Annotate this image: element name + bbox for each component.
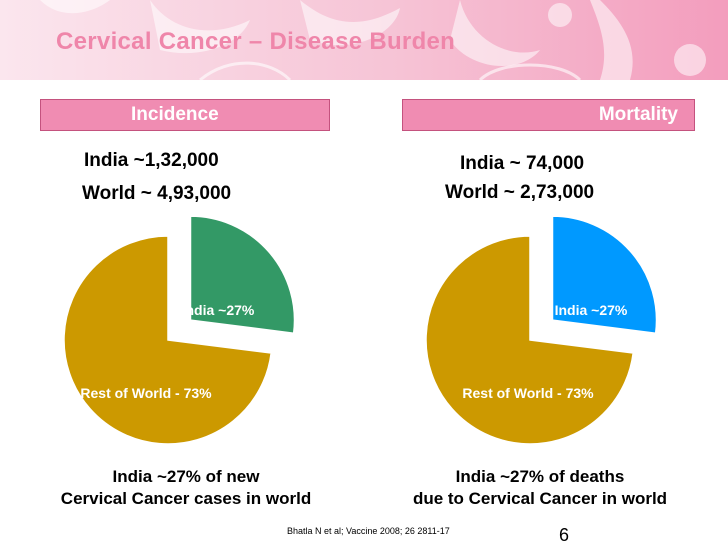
incidence-india-stat: India ~1,32,000	[84, 150, 219, 171]
mortality-caption-line2: due to Cervical Cancer in world	[412, 489, 668, 508]
mortality-world-stat: World ~ 2,73,000	[445, 182, 595, 203]
incidence-world-stat: World ~ 4,93,000	[82, 183, 232, 204]
pie-slice-india	[551, 215, 658, 335]
mortality-india-stat: India ~ 74,000	[460, 153, 585, 174]
pie-slice-india	[189, 215, 296, 335]
pie-slice-rest-of-world	[63, 235, 273, 445]
decorative-banner	[0, 0, 728, 80]
incidence-caption: India ~27% of new Cervical Cancer cases …	[36, 466, 336, 510]
incidence-header: Incidence	[40, 99, 330, 131]
india-slice-label: India ~27%	[182, 302, 255, 318]
mortality-caption-line1: India ~27% of deaths	[455, 467, 625, 486]
rest-of-world-slice-label: Rest of World - 73%	[80, 385, 212, 401]
india-slice-label: India ~27%	[555, 302, 628, 318]
mortality-caption: India ~27% of deaths due to Cervical Can…	[385, 466, 695, 510]
incidence-pie-chart: India ~27% Rest of World - 73%	[63, 215, 296, 445]
mortality-header: Mortality	[402, 99, 695, 131]
rest-of-world-slice-label: Rest of World - 73%	[462, 385, 594, 401]
citation: Bhatla N et al; Vaccine 2008; 26 2811-17	[287, 526, 450, 536]
incidence-caption-line2: Cervical Cancer cases in world	[60, 489, 312, 508]
pie-slice-rest-of-world	[425, 235, 635, 445]
page-number: 6	[559, 525, 570, 545]
mortality-pie-chart: India ~27% Rest of World - 73%	[425, 215, 658, 445]
slide-title: Cervical Cancer – Disease Burden	[56, 28, 456, 55]
incidence-caption-line1: India ~27% of new	[112, 467, 260, 486]
